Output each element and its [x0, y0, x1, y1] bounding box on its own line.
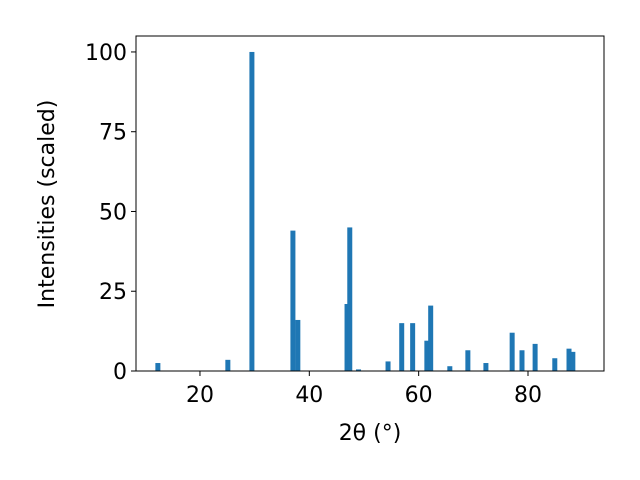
bar — [532, 343, 538, 371]
bar — [447, 366, 453, 371]
bar — [566, 348, 572, 371]
bar — [552, 358, 558, 371]
bar — [519, 350, 525, 371]
bar — [424, 340, 430, 371]
y-tick-label: 75 — [99, 121, 127, 146]
bar — [509, 332, 515, 371]
y-tick-label: 50 — [99, 200, 127, 225]
bar — [295, 319, 301, 371]
x-axis-label: 2θ (°) — [339, 421, 402, 446]
y-tick-label: 25 — [99, 280, 127, 305]
y-tick-label: 0 — [113, 360, 127, 385]
bar — [225, 359, 231, 371]
bar — [385, 361, 391, 371]
bar — [347, 227, 353, 371]
plot-area — [155, 51, 576, 371]
bar — [428, 305, 434, 371]
bar — [249, 51, 255, 371]
bar — [344, 304, 350, 371]
x-tick-label: 40 — [295, 383, 323, 408]
bar — [570, 351, 576, 371]
y-axis-label: Intensities (scaled) — [35, 100, 60, 309]
y-tick-label: 100 — [85, 41, 127, 66]
bar — [356, 369, 362, 371]
bar — [290, 230, 296, 371]
axes-frame — [135, 35, 605, 372]
bar — [483, 363, 489, 371]
bar — [399, 323, 405, 371]
bar — [465, 350, 471, 371]
x-tick-label: 20 — [186, 383, 214, 408]
bar — [155, 363, 161, 371]
bar — [410, 323, 416, 371]
x-tick-label: 60 — [405, 383, 433, 408]
x-tick-label: 80 — [514, 383, 542, 408]
